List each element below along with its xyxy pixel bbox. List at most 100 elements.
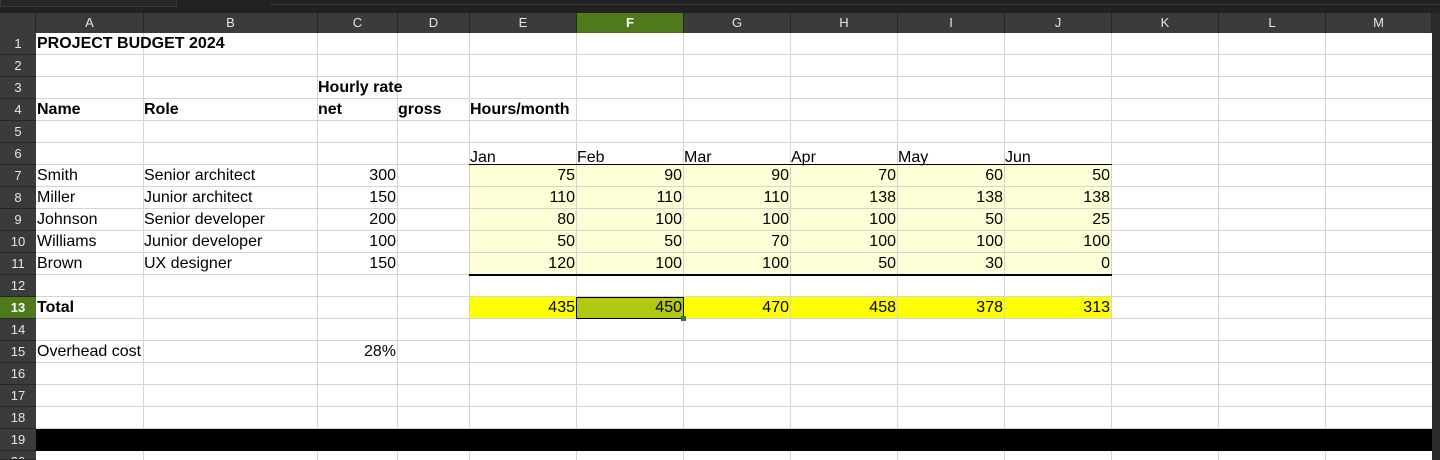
row-header-19[interactable]: 19 <box>0 429 36 451</box>
month-may[interactable]: May <box>898 149 929 166</box>
column-header-a[interactable]: A <box>36 13 144 33</box>
column-header-h[interactable]: H <box>791 13 898 33</box>
hours-cell[interactable]: 70 <box>878 167 896 184</box>
column-header-i[interactable]: I <box>898 13 1005 33</box>
person-role[interactable]: Senior architect <box>144 167 256 184</box>
hours-cell[interactable]: 30 <box>985 255 1003 272</box>
month-jun[interactable]: Jun <box>1005 149 1031 166</box>
row-header-18[interactable]: 18 <box>0 407 36 429</box>
column-header-f[interactable]: F <box>577 13 684 33</box>
person-name[interactable]: Miller <box>37 189 76 206</box>
row-header-4[interactable]: 4 <box>0 99 36 121</box>
total-cell[interactable]: 435 <box>548 299 575 316</box>
select-all-corner[interactable] <box>0 13 36 33</box>
column-header-j[interactable]: J <box>1005 13 1112 33</box>
hours-cell[interactable]: 50 <box>878 255 896 272</box>
fill-handle[interactable] <box>681 316 686 321</box>
person-role[interactable]: Senior developer <box>144 211 265 228</box>
hours-cell[interactable]: 138 <box>1083 189 1110 206</box>
hours-cell[interactable]: 50 <box>557 233 575 250</box>
hours-cell[interactable]: 100 <box>1083 233 1110 250</box>
column-header-m[interactable]: M <box>1326 13 1432 33</box>
hours-cell[interactable]: 90 <box>771 167 789 184</box>
gross-header[interactable]: gross <box>398 101 442 118</box>
hours-cell[interactable]: 70 <box>771 233 789 250</box>
hours-cell[interactable]: 100 <box>869 233 896 250</box>
hours-cell[interactable]: 80 <box>557 211 575 228</box>
row-header-1[interactable]: 1 <box>0 33 36 55</box>
person-rate[interactable]: 200 <box>369 211 396 228</box>
hours-cell[interactable]: 50 <box>1092 167 1110 184</box>
hours-cell[interactable]: 50 <box>664 233 682 250</box>
person-name[interactable]: Williams <box>37 233 97 250</box>
total-cell-selected[interactable]: 450 <box>655 299 682 316</box>
overhead-label[interactable]: Overhead cost <box>37 343 142 360</box>
person-role[interactable]: Junior architect <box>144 189 253 206</box>
hours-cell[interactable]: 100 <box>655 211 682 228</box>
row-header-17[interactable]: 17 <box>0 385 36 407</box>
hours-cell[interactable]: 138 <box>869 189 896 206</box>
row-header-12[interactable]: 12 <box>0 275 36 297</box>
column-header-c[interactable]: C <box>318 13 398 33</box>
hours-cell[interactable]: 100 <box>655 255 682 272</box>
column-header-k[interactable]: K <box>1112 13 1219 33</box>
hours-cell[interactable]: 110 <box>763 189 789 206</box>
person-rate[interactable]: 150 <box>369 189 396 206</box>
hours-cell[interactable]: 100 <box>869 211 896 228</box>
row-header-2[interactable]: 2 <box>0 55 36 77</box>
column-header-d[interactable]: D <box>398 13 470 33</box>
hours-cell[interactable]: 100 <box>976 233 1003 250</box>
total-cell[interactable]: 470 <box>762 299 789 316</box>
column-header-b[interactable]: B <box>144 13 318 33</box>
person-name[interactable]: Brown <box>37 255 83 272</box>
total-cell[interactable]: 458 <box>869 299 896 316</box>
row-header-10[interactable]: 10 <box>0 231 36 253</box>
hourly-rate-header[interactable]: Hourly rate <box>318 79 403 96</box>
column-header-e[interactable]: E <box>470 13 577 33</box>
spreadsheet-grid[interactable]: PROJECT BUDGET 2024 Hourly rate Name Rol… <box>36 33 1432 460</box>
row-header-13[interactable]: 13 <box>0 297 36 319</box>
hours-cell[interactable]: 75 <box>557 167 575 184</box>
row-header-14[interactable]: 14 <box>0 319 36 341</box>
overhead-value[interactable]: 28% <box>363 343 396 360</box>
column-header-l[interactable]: L <box>1219 13 1326 33</box>
column-header-g[interactable]: G <box>684 13 791 33</box>
hours-cell[interactable]: 120 <box>548 255 575 272</box>
hours-cell[interactable]: 100 <box>762 211 789 228</box>
person-name[interactable]: Smith <box>37 167 78 184</box>
hours-cell[interactable]: 100 <box>762 255 789 272</box>
person-role[interactable]: Junior developer <box>144 233 263 250</box>
hours-cell[interactable]: 138 <box>976 189 1003 206</box>
role-header[interactable]: Role <box>144 101 179 118</box>
hours-cell[interactable]: 0 <box>1101 255 1110 272</box>
hours-cell[interactable]: 90 <box>664 167 682 184</box>
person-rate[interactable]: 100 <box>369 233 396 250</box>
person-rate[interactable]: 300 <box>369 167 396 184</box>
net-header[interactable]: net <box>318 101 342 118</box>
person-name[interactable]: Johnson <box>37 211 98 228</box>
person-role[interactable]: UX designer <box>144 255 233 272</box>
row-header-7[interactable]: 7 <box>0 165 36 187</box>
hours-cell[interactable]: 110 <box>656 189 682 206</box>
row-header-9[interactable]: 9 <box>0 209 36 231</box>
month-jan[interactable]: Jan <box>470 149 496 166</box>
hours-cell[interactable]: 50 <box>985 211 1003 228</box>
row-header-20[interactable]: 20 <box>0 451 36 460</box>
row-header-3[interactable]: 3 <box>0 77 36 99</box>
row-header-5[interactable]: 5 <box>0 121 36 143</box>
row-header-15[interactable]: 15 <box>0 341 36 363</box>
row-header-6[interactable]: 6 <box>0 143 36 165</box>
month-mar[interactable]: Mar <box>684 149 712 166</box>
person-rate[interactable]: 150 <box>369 255 396 272</box>
total-cell[interactable]: 378 <box>976 299 1003 316</box>
row-header-11[interactable]: 11 <box>0 253 36 275</box>
row-header-16[interactable]: 16 <box>0 363 36 385</box>
total-label[interactable]: Total <box>37 299 75 316</box>
hours-cell[interactable]: 25 <box>1092 211 1110 228</box>
name-header[interactable]: Name <box>37 101 81 118</box>
month-apr[interactable]: Apr <box>791 149 816 166</box>
hours-month-header[interactable]: Hours/month <box>470 101 570 118</box>
total-cell[interactable]: 313 <box>1083 299 1110 316</box>
row-header-8[interactable]: 8 <box>0 187 36 209</box>
sheet-title[interactable]: PROJECT BUDGET 2024 <box>37 35 225 52</box>
